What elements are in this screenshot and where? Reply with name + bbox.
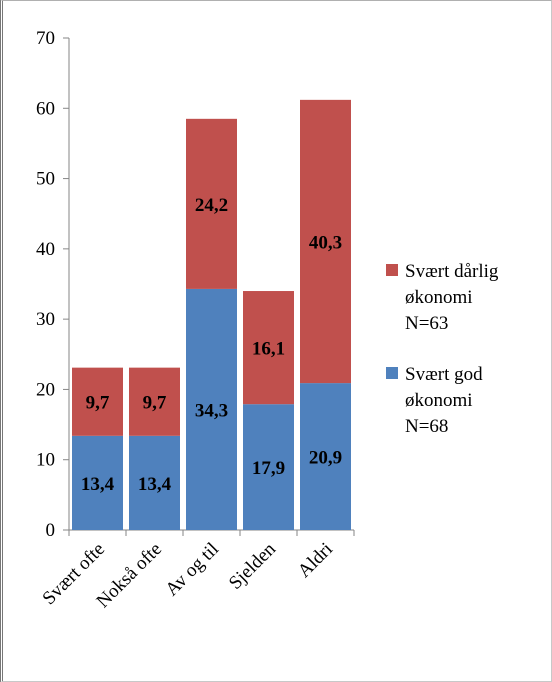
bar-segment: [129, 435, 180, 530]
bars: [72, 99, 351, 530]
data-label: 40,3: [309, 232, 342, 253]
data-label: 9,7: [86, 393, 110, 414]
y-tick-label: 30: [36, 309, 55, 330]
y-tick-label: 10: [36, 450, 55, 471]
data-label: 13,4: [138, 474, 172, 495]
data-label: 17,9: [252, 458, 285, 479]
legend: Svært dårlig økonomi N=63 Svært god økonomi N…: [386, 261, 499, 437]
bar-segment: [300, 383, 351, 530]
bar-segment: [129, 367, 180, 436]
data-label: 16,1: [252, 339, 285, 360]
data-label: 34,3: [195, 400, 228, 421]
category-label: Av og til: [161, 539, 223, 601]
y-tick-label: 70: [36, 28, 55, 49]
y-tick-label: 20: [36, 379, 55, 400]
data-labels: 13,4 9,7 13,4 9,7 34,3 24,2 17,9 16,1 20,9 40,3: [81, 195, 342, 495]
legend-label: N=63: [405, 313, 448, 334]
bar-segment: [186, 118, 237, 289]
legend-label: økonomi: [405, 390, 473, 411]
data-label: 20,9: [309, 448, 342, 469]
bar-segment: [243, 291, 294, 405]
category-label: Aldri: [294, 539, 337, 582]
data-label: 9,7: [143, 393, 167, 414]
y-tick-label: 50: [36, 169, 55, 190]
bar-segment: [72, 435, 123, 530]
legend-swatch: [386, 367, 398, 379]
legend-label: Svært dårlig: [405, 261, 499, 282]
data-label: 13,4: [81, 474, 115, 495]
bar-segment: [186, 288, 237, 530]
y-axis: 0 10 20 30 40 50 60 70: [36, 28, 70, 541]
y-tick-label: 40: [36, 239, 55, 260]
bar-segment: [243, 404, 294, 530]
legend-label: N=68: [405, 416, 448, 437]
y-tick-label: 0: [46, 520, 56, 541]
data-label: 24,2: [195, 195, 228, 216]
legend-label: økonomi: [405, 287, 473, 308]
legend-label: Svært god: [405, 364, 483, 385]
bar-segment: [300, 99, 351, 384]
legend-swatch: [386, 264, 398, 276]
bar-segment: [72, 367, 123, 436]
y-tick-label: 60: [36, 98, 55, 119]
category-label: Sjelden: [225, 538, 281, 594]
